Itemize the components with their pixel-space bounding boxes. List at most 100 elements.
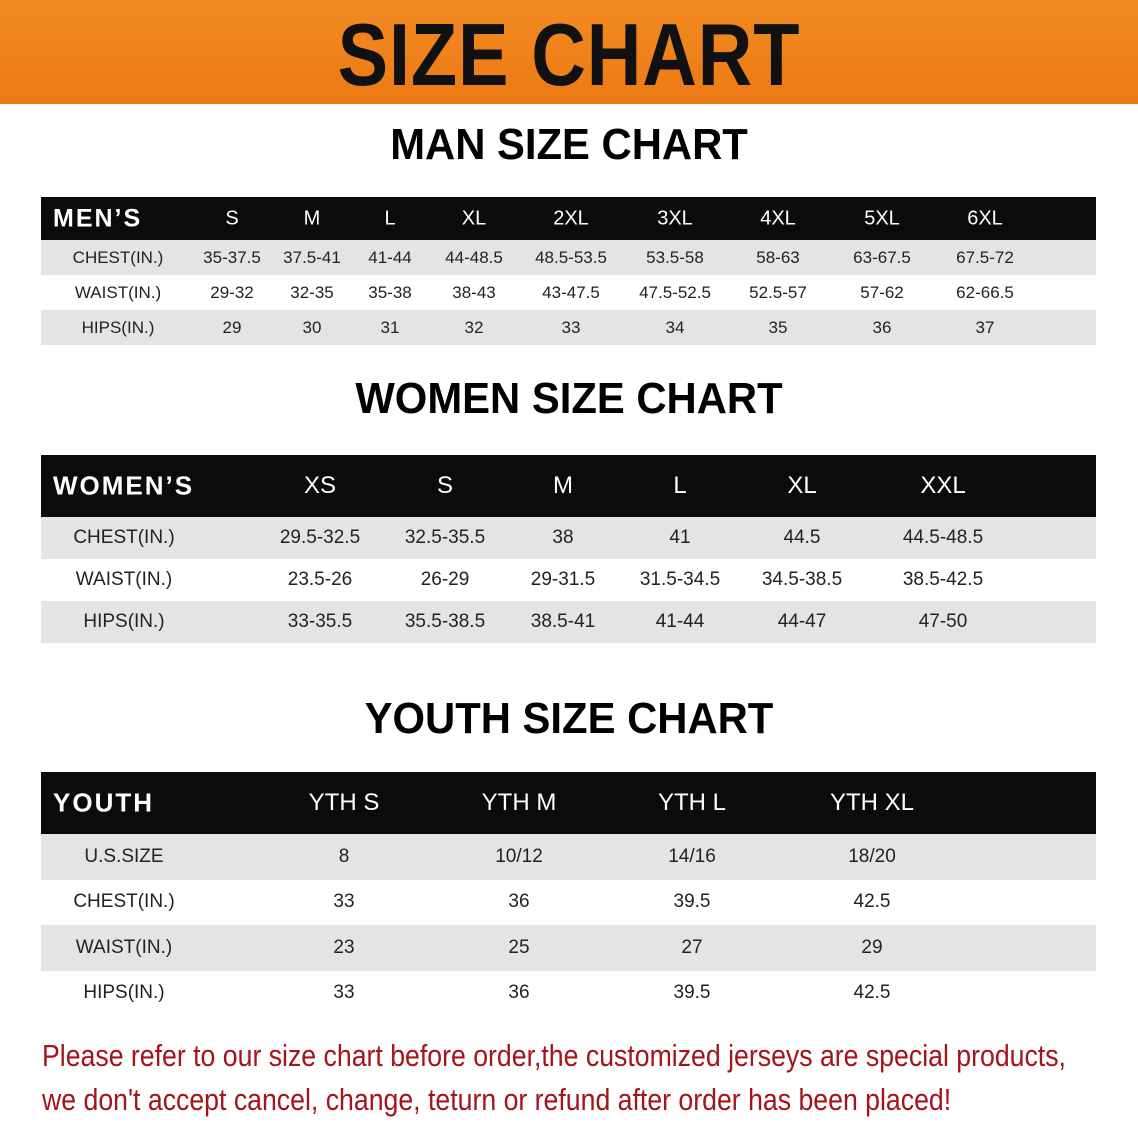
table-cell: 41 bbox=[669, 527, 691, 548]
size-header-xxl: XXL bbox=[920, 472, 966, 499]
row-label: HIPS(IN.) bbox=[83, 611, 165, 632]
table-cell: 8 bbox=[338, 845, 350, 867]
table-cell: 31 bbox=[380, 317, 400, 337]
size-header-xl: XL bbox=[461, 207, 487, 229]
table-cell: 29 bbox=[861, 936, 883, 958]
table-cell: 34 bbox=[665, 317, 685, 337]
table-cell: 34.5-38.5 bbox=[761, 569, 843, 590]
table-cell: 38.5-41 bbox=[530, 611, 596, 632]
table-cell: 67.5-72 bbox=[956, 247, 1014, 267]
table-corner-label: YOUTH bbox=[53, 787, 154, 818]
table-row: HIPS(IN.) 33 36 39.5 42.5 bbox=[41, 970, 1096, 1016]
table-cell: 18/20 bbox=[848, 845, 896, 867]
size-header-l: L bbox=[384, 207, 396, 229]
youth-section-title: YOUTH SIZE CHART bbox=[364, 694, 774, 743]
row-label: CHEST(IN.) bbox=[73, 527, 175, 548]
table-cell: 10/12 bbox=[495, 845, 543, 867]
table-cell: 36 bbox=[508, 982, 530, 1004]
table-cell: 52.5-57 bbox=[749, 282, 807, 302]
row-label: HIPS(IN.) bbox=[81, 317, 155, 337]
size-header-2xl: 2XL bbox=[553, 207, 589, 229]
table-row: CHEST(IN.) 35-37.5 37.5-41 41-44 44-48.5 48.5… bbox=[41, 240, 1096, 275]
table-cell: 32 bbox=[464, 317, 484, 337]
row-label: U.S.SIZE bbox=[84, 845, 164, 867]
table-cell: 43-47.5 bbox=[542, 282, 600, 302]
table-cell: 47-50 bbox=[918, 611, 968, 632]
size-header-s: S bbox=[436, 472, 454, 499]
men-section-title: MAN SIZE CHART bbox=[390, 120, 748, 169]
size-header-6xl: 6XL bbox=[967, 207, 1003, 229]
table-cell: 37.5-41 bbox=[283, 247, 341, 267]
table-cell: 29-32 bbox=[210, 282, 254, 302]
table-cell: 33 bbox=[333, 891, 355, 913]
table-cell: 36 bbox=[872, 317, 892, 337]
table-cell: 39.5 bbox=[673, 891, 711, 913]
table-cell: 48.5-53.5 bbox=[535, 247, 607, 267]
table-cell: 27 bbox=[681, 936, 703, 958]
table-row: WAIST(IN.) 23 25 27 29 bbox=[41, 925, 1096, 971]
table-cell: 38 bbox=[552, 527, 574, 548]
table-cell: 26-29 bbox=[420, 569, 470, 590]
table-row: HIPS(IN.) 29 30 31 32 33 34 35 36 37 bbox=[41, 310, 1096, 345]
table-cell: 32-35 bbox=[290, 282, 334, 302]
table-cell: 63-67.5 bbox=[853, 247, 911, 267]
table-corner-label: WOMEN’S bbox=[53, 470, 195, 501]
size-header-5xl: 5XL bbox=[864, 207, 900, 229]
table-cell: 41-44 bbox=[655, 611, 705, 632]
table-cell: 29-31.5 bbox=[530, 569, 596, 590]
row-label: WAIST(IN.) bbox=[75, 936, 173, 958]
table-header-row: MEN’S S M L XL 2XL 3XL 4XL 5XL 6XL bbox=[41, 197, 1096, 240]
table-cell: 29.5-32.5 bbox=[279, 527, 361, 548]
banner-title: SIZE CHART bbox=[337, 5, 801, 104]
table-cell: 44-48.5 bbox=[445, 247, 503, 267]
table-cell: 25 bbox=[508, 936, 530, 958]
size-header-xs: XS bbox=[303, 472, 337, 499]
table-cell: 35.5-38.5 bbox=[404, 611, 486, 632]
row-label: WAIST(IN.) bbox=[75, 569, 173, 590]
size-header-3xl: 3XL bbox=[657, 207, 693, 229]
size-header-yth-s: YTH S bbox=[308, 789, 380, 816]
table-cell: 53.5-58 bbox=[646, 247, 704, 267]
size-header-4xl: 4XL bbox=[760, 207, 796, 229]
table-cell: 42.5 bbox=[853, 891, 891, 913]
row-label: CHEST(IN.) bbox=[72, 247, 164, 267]
title-banner: SIZE CHART bbox=[0, 0, 1138, 104]
size-header-yth-l: YTH L bbox=[657, 789, 727, 816]
table-cell: 37 bbox=[975, 317, 995, 337]
table-cell: 33-35.5 bbox=[287, 611, 353, 632]
table-cell: 38.5-42.5 bbox=[902, 569, 984, 590]
table-row: U.S.SIZE 8 10/12 14/16 18/20 bbox=[41, 834, 1096, 880]
table-cell: 35 bbox=[768, 317, 788, 337]
table-cell: 41-44 bbox=[368, 247, 412, 267]
table-row: CHEST(IN.) 33 36 39.5 42.5 bbox=[41, 879, 1096, 925]
table-header-row: WOMEN’S XS S M L XL XXL bbox=[41, 455, 1096, 517]
table-cell: 35-38 bbox=[368, 282, 412, 302]
table-corner-label: MEN’S bbox=[53, 204, 143, 232]
table-row: WAIST(IN.) 23.5-26 26-29 29-31.5 31.5-34.5 34… bbox=[41, 559, 1096, 601]
size-header-l: L bbox=[673, 472, 687, 499]
table-cell: 47.5-52.5 bbox=[639, 282, 711, 302]
table-header-row: YOUTH YTH S YTH M YTH L YTH XL bbox=[41, 772, 1096, 834]
table-cell: 14/16 bbox=[668, 845, 716, 867]
table-cell: 33 bbox=[561, 317, 581, 337]
size-header-yth-xl: YTH XL bbox=[829, 789, 915, 816]
row-label: WAIST(IN.) bbox=[74, 282, 162, 302]
table-row: WAIST(IN.) 29-32 32-35 35-38 38-43 43-47.5 47.… bbox=[41, 275, 1096, 310]
row-label: CHEST(IN.) bbox=[73, 891, 175, 913]
size-header-m: M bbox=[303, 207, 321, 229]
size-header-yth-m: YTH M bbox=[481, 789, 557, 816]
notice-line-1: Please refer to our size chart before or… bbox=[42, 1038, 1066, 1073]
table-cell: 44.5-48.5 bbox=[902, 527, 984, 548]
size-header-xl: XL bbox=[787, 472, 817, 499]
table-cell: 23.5-26 bbox=[287, 569, 353, 590]
table-cell: 44-47 bbox=[777, 611, 827, 632]
notice-line-2: we don't accept cancel, change, teturn o… bbox=[42, 1082, 952, 1117]
table-cell: 44.5 bbox=[783, 527, 821, 548]
table-cell: 23 bbox=[333, 936, 355, 958]
table-cell: 58-63 bbox=[756, 247, 800, 267]
table-cell: 57-62 bbox=[860, 282, 904, 302]
size-header-s: S bbox=[225, 207, 239, 229]
table-cell: 32.5-35.5 bbox=[404, 527, 486, 548]
table-cell: 31.5-34.5 bbox=[639, 569, 721, 590]
women-section-title: WOMEN SIZE CHART bbox=[355, 374, 783, 423]
